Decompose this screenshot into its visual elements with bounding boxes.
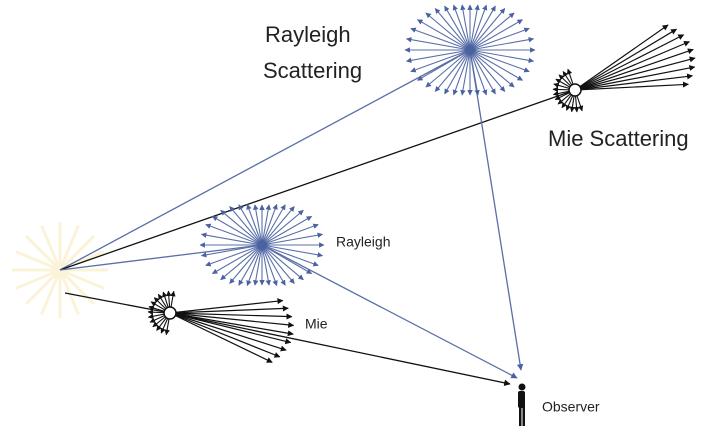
ray <box>470 50 521 370</box>
observer-leg <box>523 406 526 426</box>
observer-body <box>518 391 525 408</box>
label: Observer <box>542 399 600 415</box>
label: Mie <box>305 316 328 332</box>
scatter-arrow <box>170 313 272 362</box>
observer-leg <box>519 406 522 426</box>
sun-ray <box>26 236 60 270</box>
observer-head <box>519 384 526 391</box>
sun-ray <box>60 270 94 304</box>
scatter-center <box>257 240 267 250</box>
ray <box>170 313 510 384</box>
observer-figure <box>518 384 526 427</box>
scatter-arrow <box>575 49 693 90</box>
sun-ray <box>60 236 94 270</box>
scatter-arrow <box>575 35 684 90</box>
light-paths <box>60 50 575 384</box>
ray <box>60 90 575 270</box>
sun-ray <box>26 270 60 304</box>
particle <box>164 307 176 319</box>
diagram: Rayleigh Scattering Mie Scattering Rayle… <box>0 0 726 435</box>
scatter-arrow <box>170 313 280 357</box>
scatter-center <box>465 45 475 55</box>
label: Mie Scattering <box>548 126 689 151</box>
scattering-bursts <box>148 5 695 362</box>
ray <box>262 245 517 378</box>
label: Rayleigh <box>265 22 351 47</box>
ray <box>65 293 170 313</box>
label: Rayleigh <box>336 234 390 250</box>
scatter-arrow <box>575 29 676 90</box>
label: Scattering <box>263 58 362 83</box>
particle <box>569 84 581 96</box>
scatter-arrow <box>170 313 291 343</box>
